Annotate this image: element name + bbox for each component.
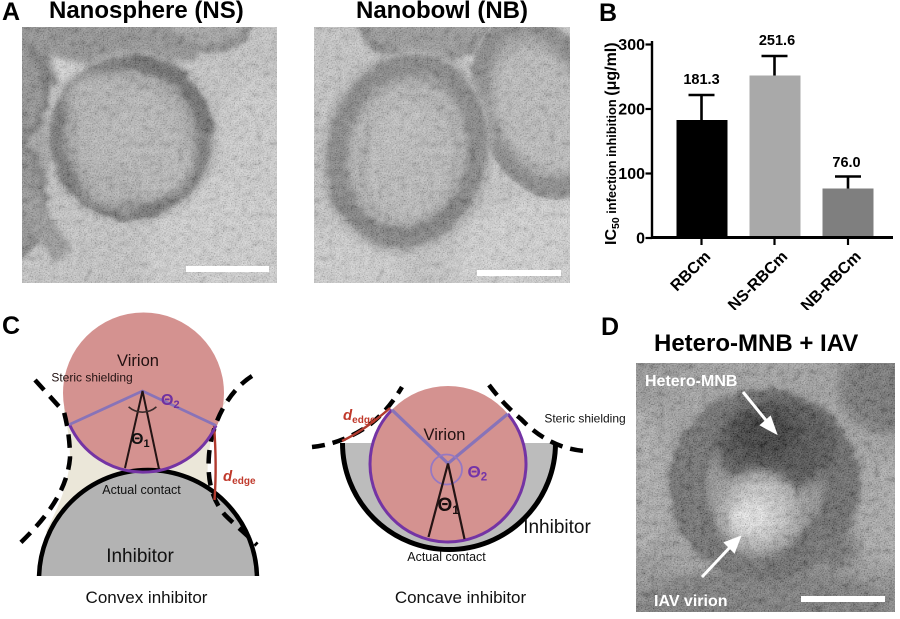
svg-text:251.6: 251.6 — [759, 33, 795, 49]
svg-text:Steric shielding: Steric shielding — [51, 371, 132, 385]
svg-text:Inhibitor: Inhibitor — [106, 546, 174, 567]
svg-text:NB-RBCm: NB-RBCm — [798, 248, 865, 310]
svg-text:Steric shielding: Steric shielding — [544, 412, 625, 426]
svg-text:181.3: 181.3 — [683, 72, 719, 88]
svg-text:Virion: Virion — [424, 426, 466, 444]
svg-text:Actual contact: Actual contact — [102, 483, 181, 497]
svg-text:Inhibitor: Inhibitor — [523, 517, 591, 538]
svg-text:Virion: Virion — [117, 352, 159, 370]
svg-text:300: 300 — [618, 37, 645, 54]
svg-text:Concave inhibitor: Concave inhibitor — [395, 588, 527, 607]
svg-text:RBCm: RBCm — [668, 248, 715, 295]
svg-text:76.0: 76.0 — [832, 155, 860, 171]
svg-text:0: 0 — [636, 231, 645, 248]
svg-text:Actual contact: Actual contact — [407, 550, 486, 564]
svg-text:100: 100 — [618, 166, 645, 183]
svg-text:dedge: dedge — [343, 407, 376, 426]
svg-text:dedge: dedge — [223, 468, 256, 487]
svg-text:Hetero-MNB: Hetero-MNB — [645, 373, 737, 390]
svg-text:IC50 infection inhibition (μg/: IC50 infection inhibition (μg/ml) — [603, 42, 622, 245]
svg-text:200: 200 — [618, 102, 645, 119]
svg-text:NS-RBCm: NS-RBCm — [725, 248, 791, 310]
svg-text:IAV virion: IAV virion — [654, 593, 728, 610]
svg-text:Convex inhibitor: Convex inhibitor — [86, 588, 208, 607]
